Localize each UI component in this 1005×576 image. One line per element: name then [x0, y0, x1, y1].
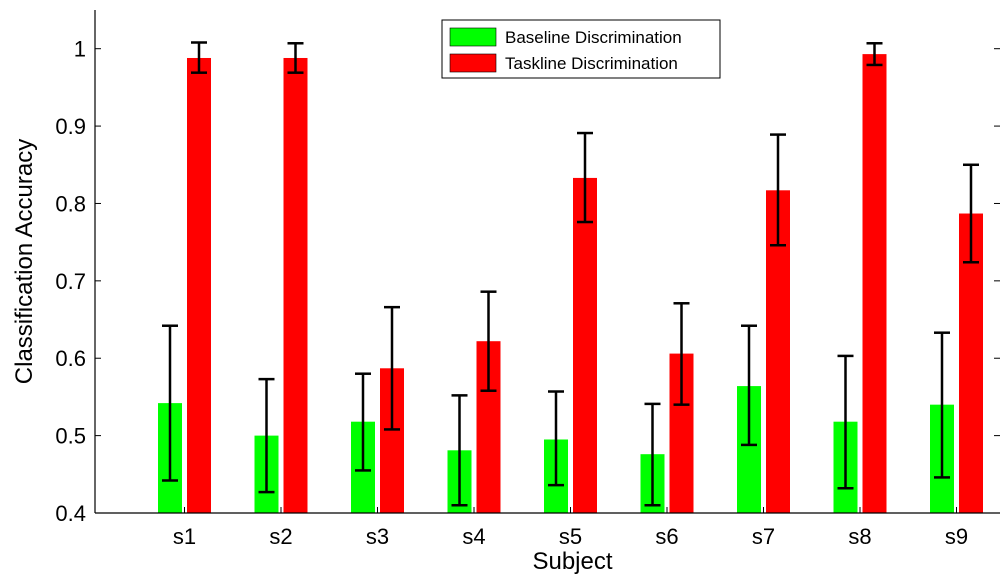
legend-swatch-baseline [449, 27, 497, 47]
x-tick-label-s7: s7 [752, 524, 775, 549]
taskline-error-bar-s5 [577, 131, 593, 224]
legend: Baseline Discrimination Taskline Discrim… [441, 19, 721, 79]
x-tick-label-s1: s1 [173, 524, 196, 549]
x-tick-label-s8: s8 [848, 524, 871, 549]
baseline-error-bar-s3 [355, 372, 371, 472]
taskline-error-bar-s3 [384, 305, 400, 431]
legend-label-baseline: Baseline Discrimination [505, 28, 682, 47]
x-tick-label-s3: s3 [366, 524, 389, 549]
x-tick-label-s9: s9 [945, 524, 968, 549]
y-tick-label: 1 [74, 37, 86, 62]
x-tick-label-s4: s4 [462, 524, 485, 549]
y-tick-label: 0.6 [55, 346, 86, 371]
baseline-error-bar-s8 [837, 354, 854, 490]
y-tick-label: 0.8 [55, 191, 86, 216]
y-tick-label: 0.5 [55, 424, 86, 449]
taskline-error-bar-s7 [770, 133, 786, 247]
taskline-error-bar-s2 [287, 42, 304, 74]
baseline-error-bar-s4 [451, 394, 468, 507]
y-tick-label: 0.9 [55, 114, 86, 139]
error-bars-layer [162, 41, 979, 507]
taskline-bar-s1 [187, 57, 211, 514]
baseline-error-bar-s9 [934, 331, 950, 479]
taskline-bar-s2 [283, 57, 308, 514]
taskline-bar-s5 [573, 177, 597, 513]
baseline-error-bar-s1 [162, 324, 178, 482]
legend-label-taskline: Taskline Discrimination [505, 54, 678, 73]
baseline-error-bar-s5 [548, 390, 564, 487]
taskline-error-bar-s4 [480, 290, 497, 392]
bars-layer [158, 54, 983, 514]
x-tick-label-s2: s2 [269, 524, 292, 549]
legend-swatch-taskline [449, 53, 497, 73]
taskline-error-bar-s6 [673, 302, 690, 406]
y-tick-label: 0.4 [55, 501, 86, 526]
x-tick-label-s6: s6 [655, 524, 678, 549]
taskline-error-bar-s1 [191, 41, 207, 74]
x-axis-title: Subject [532, 548, 612, 575]
taskline-error-bar-s9 [963, 163, 979, 264]
y-ticks: 0.4 0.5 0.6 0.7 0.8 0.9 1 [55, 37, 1000, 526]
baseline-error-bar-s6 [644, 402, 661, 507]
taskline-error-bar-s8 [866, 42, 883, 67]
x-ticks: s1 s2 s3 s4 s5 s6 s7 s8 s9 [173, 507, 968, 549]
axes [94, 10, 1000, 514]
baseline-error-bar-s7 [741, 324, 757, 447]
baseline-error-bar-s2 [258, 377, 275, 494]
x-tick-label-s5: s5 [559, 524, 582, 549]
taskline-bar-s8 [862, 54, 887, 514]
y-tick-label: 0.7 [55, 269, 86, 294]
y-axis-title: Classification Accuracy [11, 139, 38, 384]
